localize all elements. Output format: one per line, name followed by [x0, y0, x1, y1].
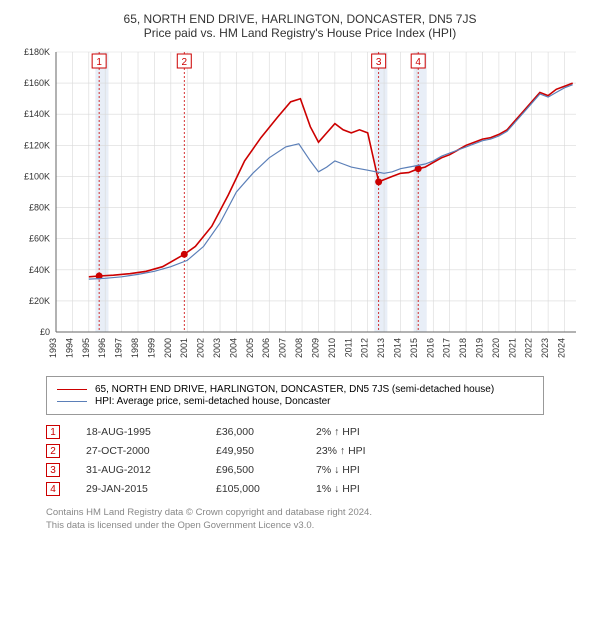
sale-row: 2 27-OCT-2000 £49,950 23% ↑ HPI [46, 444, 588, 458]
svg-text:1996: 1996 [97, 338, 107, 358]
chart-title: 65, NORTH END DRIVE, HARLINGTON, DONCAST… [12, 12, 588, 26]
svg-text:2000: 2000 [163, 338, 173, 358]
svg-text:2022: 2022 [524, 338, 534, 358]
legend-swatch [57, 389, 87, 390]
svg-text:2012: 2012 [360, 338, 370, 358]
sale-date: 29-JAN-2015 [86, 483, 196, 495]
sale-number-box: 4 [46, 482, 60, 496]
legend-swatch [57, 401, 87, 402]
svg-text:2002: 2002 [196, 338, 206, 358]
svg-text:1998: 1998 [130, 338, 140, 358]
sale-date: 27-OCT-2000 [86, 445, 196, 457]
svg-text:£180K: £180K [24, 48, 50, 57]
svg-text:1997: 1997 [114, 338, 124, 358]
svg-text:2008: 2008 [294, 338, 304, 358]
svg-text:2015: 2015 [409, 338, 419, 358]
svg-text:£120K: £120K [24, 140, 50, 150]
svg-text:2006: 2006 [261, 338, 271, 358]
sale-number-box: 3 [46, 463, 60, 477]
svg-text:2003: 2003 [212, 338, 222, 358]
svg-text:1: 1 [96, 57, 102, 68]
svg-text:£140K: £140K [24, 109, 50, 119]
svg-text:£0: £0 [40, 327, 50, 337]
svg-text:2004: 2004 [228, 338, 238, 358]
svg-text:2018: 2018 [458, 338, 468, 358]
legend-label: HPI: Average price, semi-detached house,… [95, 396, 331, 407]
svg-text:£20K: £20K [29, 296, 50, 306]
svg-text:2024: 2024 [557, 338, 567, 358]
sale-date: 18-AUG-1995 [86, 426, 196, 438]
sale-row: 3 31-AUG-2012 £96,500 7% ↓ HPI [46, 463, 588, 477]
svg-text:2005: 2005 [245, 338, 255, 358]
svg-text:£80K: £80K [29, 203, 50, 213]
chart-area: £0 £20K £40K £60K £80K £100K £120K £140K £160K £1… [12, 48, 588, 368]
footer-line-2: This data is licensed under the Open Gov… [46, 519, 588, 532]
svg-text:1994: 1994 [64, 338, 74, 358]
sale-price: £49,950 [216, 445, 296, 457]
svg-text:2001: 2001 [179, 338, 189, 358]
svg-text:2020: 2020 [491, 338, 501, 358]
sale-price: £105,000 [216, 483, 296, 495]
svg-text:2013: 2013 [376, 338, 386, 358]
svg-text:3: 3 [376, 57, 382, 68]
footer-attribution: Contains HM Land Registry data © Crown c… [46, 506, 588, 533]
sale-number-box: 1 [46, 425, 60, 439]
legend-label: 65, NORTH END DRIVE, HARLINGTON, DONCAST… [95, 384, 494, 395]
svg-text:£160K: £160K [24, 78, 50, 88]
sale-price: £96,500 [216, 464, 296, 476]
svg-text:£100K: £100K [24, 171, 50, 181]
sale-number-box: 2 [46, 444, 60, 458]
sale-hpi-diff: 2% ↑ HPI [316, 426, 396, 438]
svg-text:£60K: £60K [29, 234, 50, 244]
svg-text:2010: 2010 [327, 338, 337, 358]
sale-hpi-diff: 23% ↑ HPI [316, 445, 396, 457]
svg-text:1995: 1995 [81, 338, 91, 358]
sale-row: 4 29-JAN-2015 £105,000 1% ↓ HPI [46, 482, 588, 496]
svg-text:£40K: £40K [29, 265, 50, 275]
legend-item: HPI: Average price, semi-detached house,… [57, 396, 533, 407]
legend: 65, NORTH END DRIVE, HARLINGTON, DONCAST… [46, 376, 544, 415]
svg-text:2009: 2009 [310, 338, 320, 358]
sale-hpi-diff: 1% ↓ HPI [316, 483, 396, 495]
chart-subtitle: Price paid vs. HM Land Registry's House … [12, 26, 588, 40]
sale-date: 31-AUG-2012 [86, 464, 196, 476]
svg-text:1999: 1999 [146, 338, 156, 358]
svg-text:2023: 2023 [540, 338, 550, 358]
svg-text:2021: 2021 [507, 338, 517, 358]
sale-hpi-diff: 7% ↓ HPI [316, 464, 396, 476]
svg-text:4: 4 [415, 57, 421, 68]
svg-text:2014: 2014 [392, 338, 402, 358]
legend-item: 65, NORTH END DRIVE, HARLINGTON, DONCAST… [57, 384, 533, 395]
svg-text:2011: 2011 [343, 338, 353, 357]
svg-text:2016: 2016 [425, 338, 435, 358]
svg-text:2019: 2019 [474, 338, 484, 358]
svg-text:1993: 1993 [48, 338, 58, 358]
svg-text:2017: 2017 [442, 338, 452, 358]
footer-line-1: Contains HM Land Registry data © Crown c… [46, 506, 588, 519]
svg-text:2: 2 [181, 57, 187, 68]
svg-text:2007: 2007 [278, 338, 288, 358]
chart-svg: £0 £20K £40K £60K £80K £100K £120K £140K £160K £1… [12, 48, 588, 368]
sale-price: £36,000 [216, 426, 296, 438]
sales-table: 1 18-AUG-1995 £36,000 2% ↑ HPI 2 27-OCT-2000 £… [46, 425, 588, 496]
sale-row: 1 18-AUG-1995 £36,000 2% ↑ HPI [46, 425, 588, 439]
